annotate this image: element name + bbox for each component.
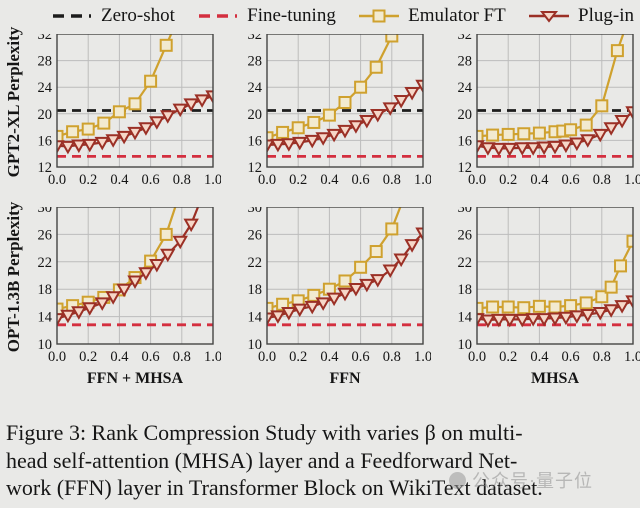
svg-text:0.0: 0.0 [48, 349, 66, 365]
svg-text:10: 10 [38, 337, 53, 353]
caption-line-2: head self-attention (MHSA) layer and a F… [6, 447, 518, 473]
svg-text:16: 16 [248, 133, 263, 149]
svg-text:0.8: 0.8 [383, 349, 401, 365]
svg-text:0.2: 0.2 [79, 349, 97, 365]
svg-text:26: 26 [38, 227, 53, 243]
svg-text:18: 18 [458, 282, 473, 298]
svg-text:28: 28 [248, 54, 263, 70]
caption-line-1: Figure 3: Rank Compression Study with va… [6, 420, 523, 445]
plot-opt13b-mhsa: 10 14 18 22 26 30 0.0 0.2 0.4 0.6 0.8 1.0 MHSA [441, 200, 640, 395]
svg-text:0.2: 0.2 [289, 349, 307, 365]
fine-tuning-dash-icon [199, 14, 238, 18]
svg-text:0.6: 0.6 [142, 349, 160, 365]
plug-in-triangle-icon [529, 11, 570, 23]
svg-text:0.0: 0.0 [468, 349, 486, 365]
svg-text:0.0: 0.0 [258, 349, 276, 365]
svg-text:14: 14 [38, 310, 53, 326]
svg-text:1.0: 1.0 [204, 172, 221, 188]
svg-text:32: 32 [458, 34, 473, 43]
svg-text:20: 20 [38, 107, 53, 123]
plot-opt13b-ffn-mhsa: 10 14 18 22 26 30 0.0 0.2 0.4 0.6 0.8 1.0 FFN + MHSA [21, 200, 223, 395]
legend-item-fine-tuning: Fine-tuning [198, 5, 336, 27]
svg-text:24: 24 [38, 80, 53, 96]
svg-text:10: 10 [248, 337, 263, 353]
svg-text:14: 14 [458, 310, 473, 326]
svg-text:14: 14 [248, 310, 263, 326]
svg-text:0.0: 0.0 [258, 172, 276, 188]
figure-caption: Figure 3: Rank Compression Study with va… [6, 419, 638, 502]
plot-opt13b-ffn: 10 14 18 22 26 30 0.0 0.2 0.4 0.6 0.8 1.0 FFN [231, 200, 433, 395]
svg-text:10: 10 [458, 337, 473, 353]
svg-text:32: 32 [38, 34, 53, 43]
svg-text:12: 12 [458, 160, 473, 176]
svg-text:30: 30 [38, 207, 53, 216]
svg-text:24: 24 [458, 80, 473, 96]
svg-text:0.6: 0.6 [562, 349, 580, 365]
svg-text:22: 22 [38, 255, 53, 271]
legend-label-emulator-ft: Emulator FT [408, 5, 506, 26]
svg-text:30: 30 [458, 207, 473, 216]
svg-text:28: 28 [458, 54, 473, 70]
svg-text:FFN: FFN [329, 370, 361, 387]
svg-text:0.4: 0.4 [320, 349, 339, 365]
svg-text:0.4: 0.4 [110, 172, 129, 188]
svg-text:12: 12 [38, 160, 53, 176]
svg-text:0.2: 0.2 [499, 349, 517, 365]
legend-item-emulator-ft: Emulator FT [359, 5, 506, 27]
legend-label-plug-in: Plug-in [578, 5, 634, 26]
svg-text:12: 12 [248, 160, 263, 176]
svg-text:1.0: 1.0 [624, 172, 640, 188]
svg-text:0.4: 0.4 [110, 349, 129, 365]
svg-text:1.0: 1.0 [624, 349, 640, 365]
svg-text:FFN + MHSA: FFN + MHSA [87, 370, 184, 387]
legend-label-zero-shot: Zero-shot [101, 5, 175, 26]
svg-text:0.0: 0.0 [468, 172, 486, 188]
svg-text:26: 26 [248, 227, 263, 243]
legend-item-plug-in: Plug-in [529, 5, 634, 27]
svg-text:1.0: 1.0 [414, 172, 431, 188]
svg-text:0.6: 0.6 [352, 172, 370, 188]
svg-text:0.8: 0.8 [593, 349, 611, 365]
svg-text:16: 16 [38, 133, 53, 149]
svg-text:0.4: 0.4 [320, 172, 339, 188]
svg-text:0.6: 0.6 [562, 172, 580, 188]
svg-text:30: 30 [248, 207, 263, 216]
svg-text:0.2: 0.2 [499, 172, 517, 188]
svg-text:0.4: 0.4 [530, 172, 549, 188]
svg-text:MHSA: MHSA [531, 370, 579, 387]
svg-text:26: 26 [458, 227, 473, 243]
svg-text:16: 16 [458, 133, 473, 149]
legend-item-zero-shot: Zero-shot [52, 5, 175, 27]
svg-text:0.8: 0.8 [593, 172, 611, 188]
svg-text:0.2: 0.2 [289, 172, 307, 188]
svg-text:22: 22 [458, 255, 473, 271]
svg-text:18: 18 [248, 282, 263, 298]
svg-text:1.0: 1.0 [414, 349, 431, 365]
plot-gpt2xl-ffn: 12 16 20 24 28 32 0.0 0.2 0.4 0.6 0.8 1.0 [231, 27, 433, 196]
svg-text:0.2: 0.2 [79, 172, 97, 188]
svg-text:0.8: 0.8 [173, 349, 191, 365]
svg-text:1.0: 1.0 [204, 349, 221, 365]
svg-text:0.8: 0.8 [173, 172, 191, 188]
svg-text:32: 32 [248, 34, 263, 43]
caption-line-3: work (FFN) layer in Transformer Block on… [6, 475, 543, 500]
svg-text:20: 20 [248, 107, 263, 123]
legend: Zero-shot Fine-tuning Emulator FT Plug-i… [52, 3, 634, 29]
svg-text:24: 24 [248, 80, 263, 96]
svg-text:0.0: 0.0 [48, 172, 66, 188]
svg-text:18: 18 [38, 282, 53, 298]
legend-label-fine-tuning: Fine-tuning [247, 5, 336, 26]
svg-text:0.6: 0.6 [142, 172, 160, 188]
svg-text:20: 20 [458, 107, 473, 123]
emulator-ft-square-icon [359, 9, 400, 23]
svg-text:22: 22 [248, 255, 263, 271]
svg-text:0.6: 0.6 [352, 349, 370, 365]
svg-text:28: 28 [38, 54, 53, 70]
plot-gpt2xl-mhsa: 12 16 20 24 28 32 0.0 0.2 0.4 0.6 0.8 1.0 [441, 27, 640, 196]
zero-shot-dash-icon [53, 14, 91, 18]
svg-text:0.8: 0.8 [383, 172, 401, 188]
svg-text:0.4: 0.4 [530, 349, 549, 365]
plot-gpt2xl-ffn-mhsa: 12 16 20 24 28 32 0.0 0.2 0.4 0.6 0.8 1.0 [21, 27, 223, 196]
